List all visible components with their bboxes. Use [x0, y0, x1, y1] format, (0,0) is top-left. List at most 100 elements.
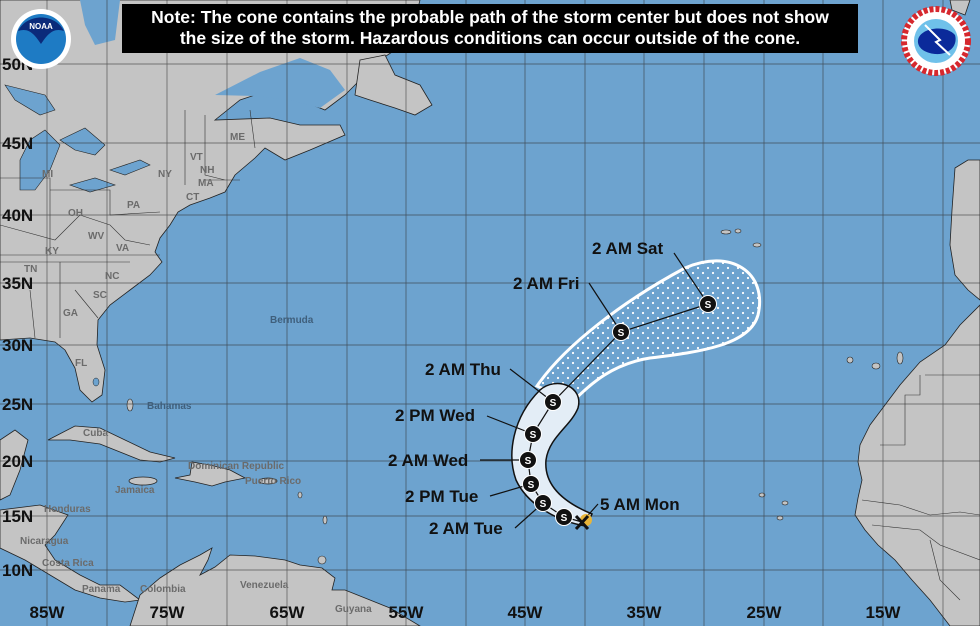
label-5am-mon: 5 AM Mon: [600, 495, 680, 514]
lat-20n: 20N: [2, 452, 33, 471]
label-oh: OH: [68, 208, 83, 219]
us-state-borders: [0, 109, 256, 339]
forecast-point-2am-sat: S: [699, 295, 717, 313]
place-labels: ME VT NH MA CT NY PA MI OH WV VA KY TN N…: [20, 132, 372, 615]
lat-40n: 40N: [2, 206, 33, 225]
hudson-bay-water: [80, 0, 120, 45]
lat-30n: 30N: [2, 336, 33, 355]
label-2am-tue: 2 AM Tue: [429, 519, 503, 538]
forecast-point-2pm-tue: S: [522, 475, 540, 493]
label-leader-lines: [480, 252, 709, 529]
lon-15w: 15W: [866, 603, 902, 622]
forecast-point-2am-fri: S: [612, 323, 630, 341]
south-america-land: [129, 547, 421, 626]
label-panama: Panama: [82, 584, 121, 595]
africa-land: [854, 304, 980, 626]
great-lakes: [4, 84, 151, 193]
forecast-point-2am-thu: S: [544, 393, 562, 411]
florida-bay-lake: [92, 377, 100, 387]
label-ga: GA: [63, 308, 78, 319]
nws-logo: [901, 6, 971, 76]
lon-35w: 35W: [627, 603, 663, 622]
forecast-point-2am-tue: S: [534, 494, 552, 512]
svg-text:S: S: [540, 499, 547, 510]
lat-45n: 45N: [2, 134, 33, 153]
yucatan-land: [0, 429, 29, 501]
label-pa: PA: [127, 200, 140, 211]
label-mi: MI: [42, 169, 53, 180]
latitude-labels: 50N 45N 40N 35N 30N 25N 20N 15N 10N: [2, 55, 33, 580]
label-fl: FL: [75, 358, 87, 369]
note-line-2: the size of the storm. Hazardous conditi…: [179, 28, 801, 48]
label-nicaragua: Nicaragua: [20, 536, 69, 547]
svg-text:S: S: [705, 300, 712, 311]
label-cuba: Cuba: [83, 428, 108, 439]
ireland-land: [949, 0, 971, 16]
label-2am-fri: 2 AM Fri: [513, 274, 579, 293]
label-tn: TN: [24, 264, 37, 275]
label-2am-thu: 2 AM Thu: [425, 360, 501, 379]
label-venezuela: Venezuela: [240, 580, 289, 591]
label-bermuda: Bermuda: [270, 315, 314, 326]
lat-35n: 35N: [2, 274, 33, 293]
label-2pm-wed: 2 PM Wed: [395, 406, 475, 425]
hispaniola: [174, 461, 247, 487]
forecast-point-2am-wed: S: [519, 451, 537, 469]
svg-text:S: S: [550, 398, 557, 409]
newfoundland: [354, 54, 433, 116]
svg-text:S: S: [561, 513, 568, 524]
label-ky: KY: [45, 246, 59, 257]
forecast-point-2pm-wed: S: [524, 425, 542, 443]
lon-45w: 45W: [508, 603, 544, 622]
note-line-1: Note: The cone contains the probable pat…: [151, 7, 829, 27]
puerto-rico: [258, 477, 278, 485]
label-honduras: Honduras: [44, 504, 91, 515]
label-guyana: Guyana: [335, 604, 372, 615]
longitude-labels: 85W 75W 65W 55W 45W 35W 25W 15W: [30, 603, 902, 622]
label-dominican-republic: Dominican Republic: [188, 461, 285, 472]
label-jamaica: Jamaica: [115, 485, 155, 496]
label-nc: NC: [105, 271, 119, 282]
gulf-of-st-lawrence: [215, 58, 345, 108]
cone-disclaimer-note: Note: The cone contains the probable pat…: [122, 4, 858, 53]
lon-75w: 75W: [150, 603, 186, 622]
svg-text:S: S: [618, 328, 625, 339]
iberia-land: [949, 159, 980, 301]
label-ma: MA: [198, 178, 214, 189]
lon-85w: 85W: [30, 603, 66, 622]
lat-25n: 25N: [2, 395, 33, 414]
label-sc: SC: [93, 290, 107, 301]
label-2am-wed: 2 AM Wed: [388, 451, 468, 470]
label-colombia: Colombia: [140, 584, 186, 595]
forecast-point: S: [555, 508, 573, 526]
jamaica: [128, 476, 158, 486]
atlantic-islands: [126, 228, 904, 565]
lon-65w: 65W: [270, 603, 306, 622]
label-2am-sat: 2 AM Sat: [592, 239, 664, 258]
label-puerto-rico: Puerto Rico: [245, 476, 301, 487]
label-nh: NH: [200, 165, 214, 176]
lon-25w: 25W: [747, 603, 783, 622]
lat-15n: 15N: [2, 507, 33, 526]
label-wv: WV: [88, 231, 104, 242]
label-bahamas: Bahamas: [147, 401, 192, 412]
svg-text:S: S: [525, 456, 532, 467]
label-costa-rica: Costa Rica: [42, 558, 94, 569]
africa-borders: [861, 374, 980, 601]
x-icon: [574, 514, 590, 531]
label-me: ME: [230, 132, 245, 143]
label-vt: VT: [190, 152, 203, 163]
label-ct: CT: [186, 192, 199, 203]
svg-text:NOAA: NOAA: [29, 22, 53, 31]
lon-55w: 55W: [389, 603, 425, 622]
lat-10n: 10N: [2, 561, 33, 580]
cuba: [47, 425, 176, 463]
label-va: VA: [116, 243, 129, 254]
svg-text:S: S: [528, 480, 535, 491]
noaa-logo: NOAA: [11, 9, 71, 69]
svg-text:S: S: [530, 430, 537, 441]
label-2pm-tue: 2 PM Tue: [405, 487, 478, 506]
label-ny: NY: [158, 169, 172, 180]
